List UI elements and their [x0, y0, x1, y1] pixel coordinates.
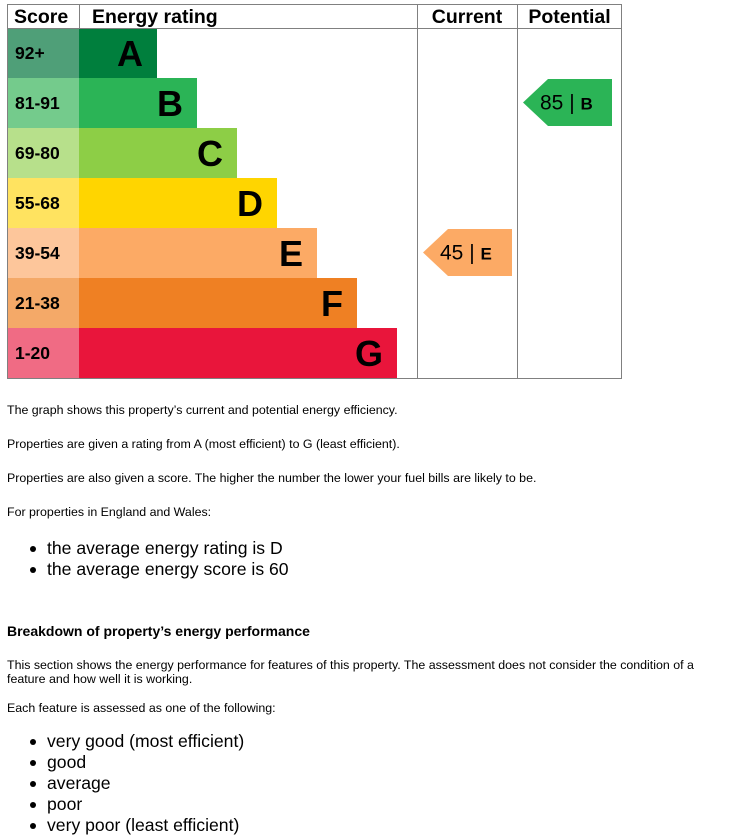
- assessment-intro-text: Each feature is assessed as one of the f…: [7, 701, 276, 715]
- score-range-a: 92+: [15, 43, 45, 63]
- header-energy-rating: Energy rating: [92, 6, 218, 28]
- score-cell-f: [7, 278, 79, 328]
- rating-bar-a: [79, 28, 157, 78]
- list-item: very poor (least efficient): [29, 815, 244, 836]
- rating-letter-d: D: [237, 183, 263, 224]
- list-item: very good (most efficient): [29, 731, 245, 751]
- assessment-levels-list: very good (most efficient) good average …: [0, 731, 244, 836]
- breakdown-description-text: This section shows the energy performanc…: [7, 658, 694, 686]
- region-intro-text: For properties in England and Wales:: [7, 505, 212, 519]
- header-potential: Potential: [528, 6, 610, 28]
- rating-letter-g: G: [355, 333, 383, 374]
- score-range-g: 1-20: [15, 343, 50, 363]
- score-cell-a: [7, 28, 79, 78]
- rating-letter-f: F: [321, 283, 343, 324]
- score-cell-g: [7, 328, 79, 378]
- average-list: the average energy rating is D the avera…: [0, 538, 289, 580]
- list-item: poor: [29, 794, 244, 815]
- score-range-c: 69-80: [15, 143, 60, 163]
- rating-letter-a: A: [117, 33, 143, 74]
- list-item: good: [29, 752, 244, 773]
- rating-bar-d: [79, 178, 277, 228]
- score-cell-e: [7, 228, 79, 278]
- rating-bar-b: [79, 78, 197, 128]
- list-item: the average energy score is 60: [30, 559, 289, 579]
- score-cell-d: [7, 178, 79, 228]
- rating-bar-g: [79, 328, 397, 378]
- potential-rating-arrow: [523, 79, 612, 126]
- breakdown-heading: Breakdown of property’s energy performan…: [7, 623, 310, 639]
- rating-bar-f: [79, 278, 357, 328]
- score-explanation-text: Properties are also given a score. The h…: [7, 471, 537, 485]
- rating-scale-text: Properties are given a rating from A (mo…: [7, 437, 400, 451]
- score-range-d: 55-68: [15, 193, 60, 213]
- header-score: Score: [14, 6, 68, 28]
- score-cell-b: [7, 78, 79, 128]
- score-cell-c: [7, 128, 79, 178]
- score-range-f: 21-38: [15, 293, 60, 313]
- score-range-e: 39-54: [15, 243, 60, 263]
- chart-frame: [7, 4, 622, 379]
- potential-rating-value: 85 | B: [540, 92, 593, 115]
- header-current: Current: [432, 6, 503, 28]
- chart-explanation-text: The graph shows this property’s current …: [7, 403, 398, 417]
- list-item: average: [29, 773, 244, 794]
- energy-rating-chart: 92+ A81-91 B69-80 C55-68 D39-54 E21-38 F1-20 G …: [7, 4, 622, 379]
- rating-letter-b: B: [157, 83, 183, 124]
- rating-letter-c: C: [197, 133, 223, 174]
- rating-bar-e: [79, 228, 317, 278]
- rating-letter-e: E: [279, 233, 303, 274]
- score-range-b: 81-91: [15, 93, 60, 113]
- current-rating-arrow: [423, 229, 512, 276]
- list-item: the average energy rating is D: [30, 538, 289, 559]
- rating-bar-c: [79, 128, 237, 178]
- current-rating-value: 45 | E: [440, 242, 492, 265]
